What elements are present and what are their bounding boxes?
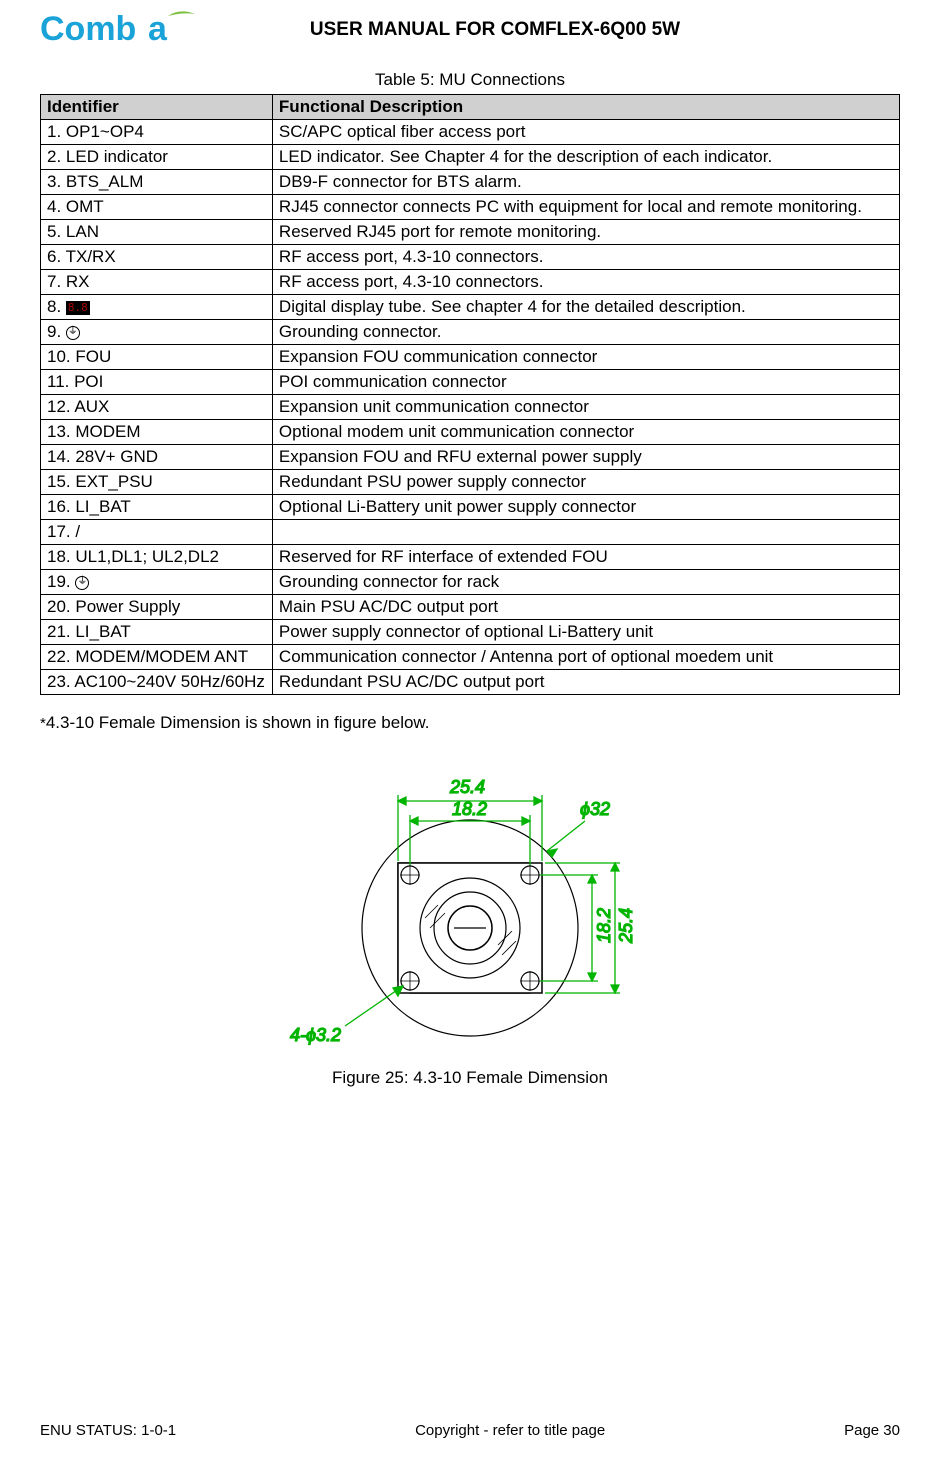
connector-dimension-figure: 25.4 18.2 18.2 25.4: [270, 743, 670, 1053]
cell-description: Optional Li-Battery unit power supply co…: [272, 495, 899, 520]
cell-identifier: 18. UL1,DL1; UL2,DL2: [41, 545, 273, 570]
dim-holes: 4-ϕ3.2: [290, 1025, 341, 1045]
cell-description: Redundant PSU AC/DC output port: [272, 670, 899, 695]
cell-identifier: 17. /: [41, 520, 273, 545]
cell-description: Expansion unit communication connector: [272, 395, 899, 420]
cell-identifier: 11. POI: [41, 370, 273, 395]
figure-container: 25.4 18.2 18.2 25.4: [40, 743, 900, 1088]
dimension-note: *4.3-10 Female Dimension is shown in fig…: [40, 713, 900, 733]
cell-description: [272, 520, 899, 545]
table-header-identifier: Identifier: [41, 95, 273, 120]
table-row: 21. LI_BATPower supply connector of opti…: [41, 620, 900, 645]
cell-identifier: 2. LED indicator: [41, 145, 273, 170]
ground-icon: [66, 326, 80, 340]
table-row: 11. POIPOI communication connector: [41, 370, 900, 395]
dim-right-inner: 18.2: [594, 908, 614, 943]
connections-table: Identifier Functional Description 1. OP1…: [40, 94, 900, 695]
footer-right: Page 30: [844, 1422, 900, 1439]
cell-description: RF access port, 4.3-10 connectors.: [272, 270, 899, 295]
table-row: 17. /: [41, 520, 900, 545]
cell-description: POI communication connector: [272, 370, 899, 395]
cell-description: Expansion FOU and RFU external power sup…: [272, 445, 899, 470]
table-row: 8. 8.8Digital display tube. See chapter …: [41, 295, 900, 320]
document-title: USER MANUAL FOR COMFLEX-6Q00 5W: [210, 19, 900, 41]
cell-description: Expansion FOU communication connector: [272, 345, 899, 370]
cell-description: Communication connector / Antenna port o…: [272, 645, 899, 670]
svg-text:Comb: Comb: [40, 10, 136, 48]
cell-description: LED indicator. See Chapter 4 for the des…: [272, 145, 899, 170]
table-row: 10. FOUExpansion FOU communication conne…: [41, 345, 900, 370]
table-row: 5. LANReserved RJ45 port for remote moni…: [41, 220, 900, 245]
table-row: 14. 28V+ GNDExpansion FOU and RFU extern…: [41, 445, 900, 470]
cell-description: Grounding connector.: [272, 320, 899, 345]
dim-phi32: ϕ32: [580, 799, 610, 819]
table-row: 1. OP1~OP4SC/APC optical fiber access po…: [41, 120, 900, 145]
cell-identifier: 14. 28V+ GND: [41, 445, 273, 470]
dim-right-outer: 25.4: [616, 908, 636, 944]
dim-top-outer: 25.4: [449, 777, 485, 797]
cell-identifier: 3. BTS_ALM: [41, 170, 273, 195]
cell-description: Optional modem unit communication connec…: [272, 420, 899, 445]
page-footer: ENU STATUS: 1-0-1 Copyright - refer to t…: [0, 1422, 940, 1439]
cell-description: Reserved RJ45 port for remote monitoring…: [272, 220, 899, 245]
cell-identifier: 6. TX/RX: [41, 245, 273, 270]
ground-icon: [75, 576, 89, 590]
figure-caption: Figure 25: 4.3-10 Female Dimension: [40, 1068, 900, 1088]
cell-description: DB9-F connector for BTS alarm.: [272, 170, 899, 195]
table-row: 20. Power SupplyMain PSU AC/DC output po…: [41, 595, 900, 620]
cell-identifier: 5. LAN: [41, 220, 273, 245]
table-row: 13. MODEMOptional modem unit communicati…: [41, 420, 900, 445]
table-row: 9. Grounding connector.: [41, 320, 900, 345]
cell-identifier: 19.: [41, 570, 273, 595]
table-header-row: Identifier Functional Description: [41, 95, 900, 120]
cell-description: Digital display tube. See chapter 4 for …: [272, 295, 899, 320]
table-caption: Table 5: MU Connections: [40, 70, 900, 90]
cell-description: RF access port, 4.3-10 connectors.: [272, 245, 899, 270]
cell-identifier: 8. 8.8: [41, 295, 273, 320]
page-header: Comb a USER MANUAL FOR COMFLEX-6Q00 5W: [40, 10, 900, 50]
cell-description: Reserved for RF interface of extended FO…: [272, 545, 899, 570]
table-row: 19. Grounding connector for rack: [41, 570, 900, 595]
table-row: 18. UL1,DL1; UL2,DL2Reserved for RF inte…: [41, 545, 900, 570]
cell-description: SC/APC optical fiber access port: [272, 120, 899, 145]
cell-identifier: 10. FOU: [41, 345, 273, 370]
cell-identifier: 16. LI_BAT: [41, 495, 273, 520]
cell-identifier: 12. AUX: [41, 395, 273, 420]
table-row: 6. TX/RXRF access port, 4.3-10 connector…: [41, 245, 900, 270]
digital-display-icon: 8.8: [66, 301, 90, 315]
dim-top-inner: 18.2: [452, 799, 487, 819]
cell-identifier: 4. OMT: [41, 195, 273, 220]
note-text: 4.3-10 Female Dimension is shown in figu…: [46, 713, 430, 732]
table-row: 4. OMTRJ45 connector connects PC with eq…: [41, 195, 900, 220]
cell-description: Grounding connector for rack: [272, 570, 899, 595]
footer-center: Copyright - refer to title page: [415, 1422, 605, 1439]
cell-identifier: 20. Power Supply: [41, 595, 273, 620]
table-row: 23. AC100~240V 50Hz/60HzRedundant PSU AC…: [41, 670, 900, 695]
cell-description: RJ45 connector connects PC with equipmen…: [272, 195, 899, 220]
cell-identifier: 15. EXT_PSU: [41, 470, 273, 495]
cell-description: Power supply connector of optional Li-Ba…: [272, 620, 899, 645]
table-row: 2. LED indicatorLED indicator. See Chapt…: [41, 145, 900, 170]
table-row: 12. AUXExpansion unit communication conn…: [41, 395, 900, 420]
table-row: 7. RXRF access port, 4.3-10 connectors.: [41, 270, 900, 295]
cell-description: Redundant PSU power supply connector: [272, 470, 899, 495]
cell-identifier: 1. OP1~OP4: [41, 120, 273, 145]
table-row: 16. LI_BATOptional Li-Battery unit power…: [41, 495, 900, 520]
cell-description: Main PSU AC/DC output port: [272, 595, 899, 620]
comba-logo: Comb a: [40, 10, 210, 50]
svg-text:a: a: [148, 10, 168, 48]
cell-identifier: 9.: [41, 320, 273, 345]
cell-identifier: 22. MODEM/MODEM ANT: [41, 645, 273, 670]
table-header-description: Functional Description: [272, 95, 899, 120]
table-row: 15. EXT_PSURedundant PSU power supply co…: [41, 470, 900, 495]
table-row: 22. MODEM/MODEM ANTCommunication connect…: [41, 645, 900, 670]
cell-identifier: 21. LI_BAT: [41, 620, 273, 645]
cell-identifier: 13. MODEM: [41, 420, 273, 445]
cell-identifier: 23. AC100~240V 50Hz/60Hz: [41, 670, 273, 695]
cell-identifier: 7. RX: [41, 270, 273, 295]
footer-left: ENU STATUS: 1-0-1: [40, 1422, 176, 1439]
table-row: 3. BTS_ALMDB9-F connector for BTS alarm.: [41, 170, 900, 195]
